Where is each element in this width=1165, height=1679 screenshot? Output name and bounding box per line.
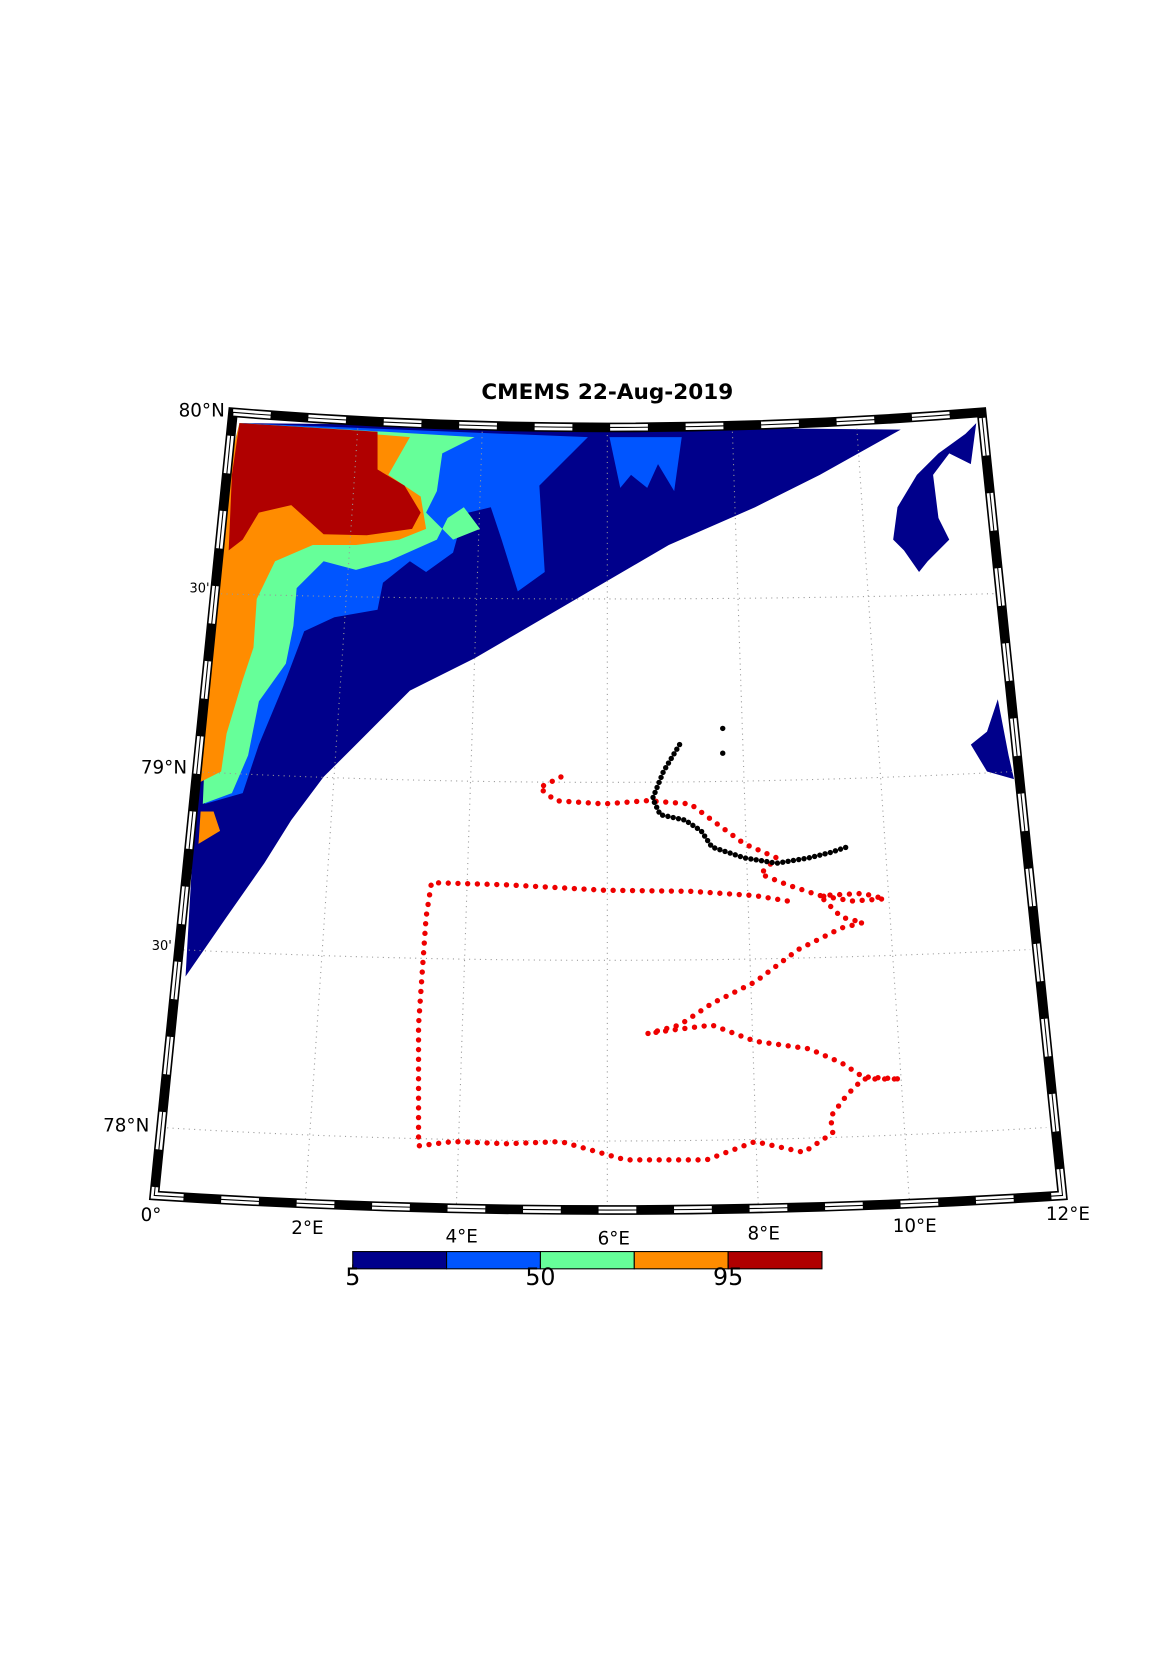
lon-label: 0° bbox=[141, 1205, 162, 1226]
lat-label: 80°N bbox=[179, 400, 225, 421]
lon-label: 6°E bbox=[598, 1229, 630, 1250]
grid-line bbox=[855, 423, 910, 1200]
lat-label: 79°N bbox=[141, 757, 187, 778]
ice-class-4b bbox=[198, 811, 221, 844]
graticule bbox=[161, 423, 1047, 1212]
colorbar-tick-label: 95 bbox=[713, 1263, 743, 1291]
ice-class-2b bbox=[609, 437, 682, 492]
grid-line bbox=[161, 1126, 1047, 1142]
ice-class-5 bbox=[228, 423, 421, 551]
black-track bbox=[720, 725, 728, 759]
lon-label: 10°E bbox=[893, 1216, 937, 1237]
black-track bbox=[649, 741, 850, 866]
colorbar-tick-label: 50 bbox=[525, 1263, 555, 1291]
lon-label: 2°E bbox=[291, 1218, 323, 1239]
colorbar: 5 50 95 bbox=[345, 1251, 823, 1291]
colorbar-segment bbox=[727, 1251, 823, 1270]
lat-label: 78°N bbox=[103, 1115, 149, 1136]
grid-line bbox=[210, 593, 998, 600]
lat-label: 30' bbox=[190, 582, 210, 597]
lon-label: 12°E bbox=[1046, 1204, 1090, 1225]
lon-label: 4°E bbox=[445, 1227, 477, 1248]
colorbar-segment bbox=[352, 1251, 448, 1270]
ice-patch bbox=[970, 699, 1014, 780]
ice-field bbox=[185, 423, 1014, 977]
grid-line bbox=[304, 423, 359, 1200]
lat-label: 30' bbox=[152, 939, 172, 954]
grid-line bbox=[177, 948, 1031, 961]
map-frame bbox=[148, 407, 1068, 1215]
colorbar-tick-label: 5 bbox=[345, 1263, 360, 1291]
frame-border bbox=[153, 411, 1064, 1211]
map-title: CMEMS 22-Aug-2019 bbox=[481, 380, 733, 405]
ice-patch bbox=[893, 423, 977, 572]
grid-line bbox=[455, 431, 483, 1209]
grid-line bbox=[731, 431, 759, 1209]
lon-label: 8°E bbox=[748, 1223, 780, 1244]
